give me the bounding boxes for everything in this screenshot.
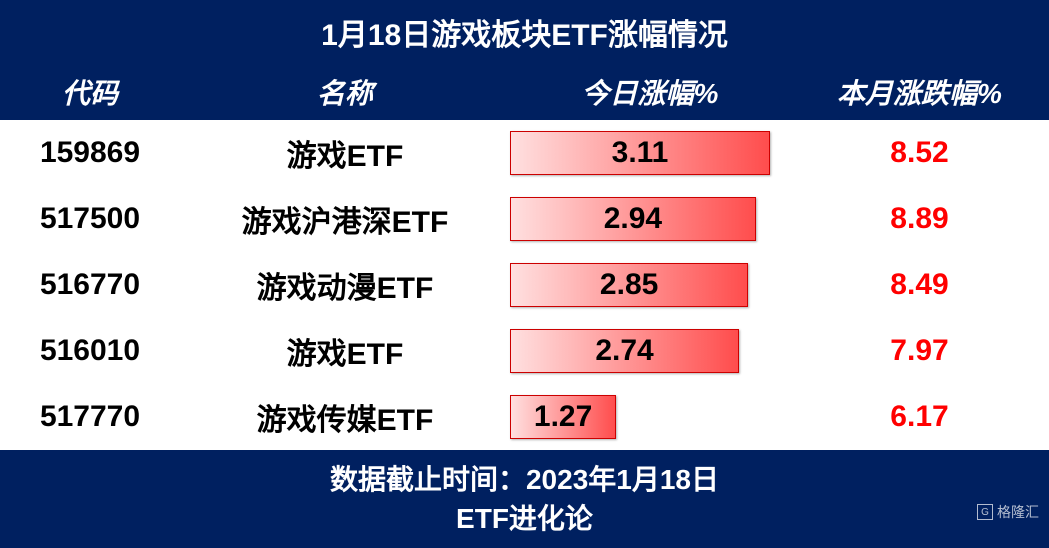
cell-month: 7.97 xyxy=(790,334,1049,368)
watermark-icon: G xyxy=(977,504,993,520)
header-today: 今日涨幅% xyxy=(510,64,790,120)
footer: 数据截止时间：2023年1月18日 ETF进化论 xyxy=(0,450,1049,548)
cell-name: 游戏ETF xyxy=(180,131,510,175)
bar-value-label: 2.94 xyxy=(604,202,662,236)
table-row: 517500 游戏沪港深ETF 2.94 8.89 xyxy=(0,186,1049,252)
header-code: 代码 xyxy=(0,64,180,120)
header-row: 代码 名称 今日涨幅% 本月涨跌幅% xyxy=(0,64,1049,120)
cell-name: 游戏动漫ETF xyxy=(180,263,510,307)
watermark-text: 格隆汇 xyxy=(997,502,1039,522)
etf-table: 1月18日游戏板块ETF涨幅情况 代码 名称 今日涨幅% 本月涨跌幅% 1598… xyxy=(0,0,1049,530)
cell-month: 8.52 xyxy=(790,136,1049,170)
rows-container: 159869 游戏ETF 3.11 8.52 517500 游戏沪港深ETF 2… xyxy=(0,120,1049,450)
cell-today-bar: 2.74 xyxy=(510,324,790,378)
header-name: 名称 xyxy=(180,64,510,120)
cell-code: 517770 xyxy=(0,400,180,434)
bar-value-label: 1.27 xyxy=(534,400,592,434)
cell-month: 6.17 xyxy=(790,400,1049,434)
cell-code: 159869 xyxy=(0,136,180,170)
cell-code: 516770 xyxy=(0,268,180,302)
table-row: 516010 游戏ETF 2.74 7.97 xyxy=(0,318,1049,384)
cell-today-bar: 2.85 xyxy=(510,258,790,312)
cell-today-bar: 1.27 xyxy=(510,390,790,444)
footer-line2: ETF进化论 xyxy=(0,499,1049,538)
cell-code: 517500 xyxy=(0,202,180,236)
cell-name: 游戏ETF xyxy=(180,329,510,373)
header-month: 本月涨跌幅% xyxy=(790,64,1049,120)
cell-name: 游戏传媒ETF xyxy=(180,395,510,439)
bar-value-label: 3.11 xyxy=(612,136,669,170)
cell-month: 8.89 xyxy=(790,202,1049,236)
cell-today-bar: 2.94 xyxy=(510,192,790,246)
table-row: 516770 游戏动漫ETF 2.85 8.49 xyxy=(0,252,1049,318)
cell-code: 516010 xyxy=(0,334,180,368)
bar-value-label: 2.74 xyxy=(595,334,653,368)
table-row: 517770 游戏传媒ETF 1.27 6.17 xyxy=(0,384,1049,450)
cell-month: 8.49 xyxy=(790,268,1049,302)
watermark: G 格隆汇 xyxy=(977,502,1039,522)
cell-today-bar: 3.11 xyxy=(510,126,790,180)
table-title: 1月18日游戏板块ETF涨幅情况 xyxy=(0,0,1049,64)
footer-line1: 数据截止时间：2023年1月18日 xyxy=(0,460,1049,499)
cell-name: 游戏沪港深ETF xyxy=(180,197,510,241)
table-row: 159869 游戏ETF 3.11 8.52 xyxy=(0,120,1049,186)
bar-value-label: 2.85 xyxy=(600,268,658,302)
